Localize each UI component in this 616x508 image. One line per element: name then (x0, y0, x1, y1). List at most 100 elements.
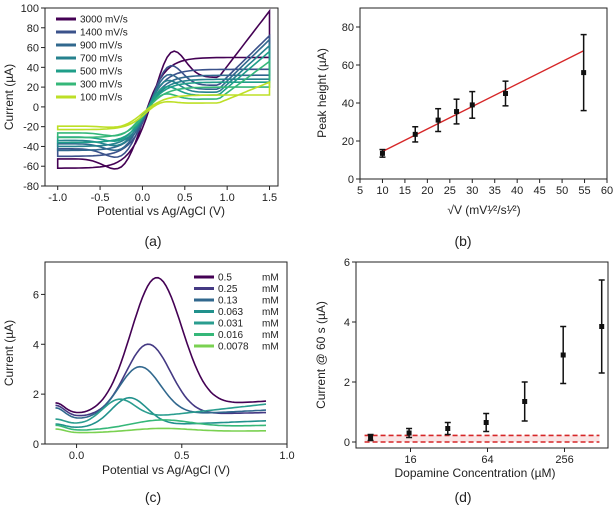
panel-d-plot-frame (355, 261, 609, 449)
panel-b-x-axis-label: √V (mV¹⁄²/s¹⁄²) (447, 203, 520, 217)
panel-c-dpv-curve (55, 365, 267, 419)
panel-c-legend-unit: mM (262, 330, 279, 341)
panel-b-x-tick-label: 40 (511, 185, 523, 197)
panel-a-legend-label: 100 mV/s (80, 93, 122, 104)
panel-a-y-tick-label: 80 (27, 23, 39, 35)
panel-b-x-tick-label: 45 (534, 185, 546, 197)
panel-a-plot-frame (44, 7, 279, 187)
panel-a-cyclic-voltammetry: -1.0 -0.5 0.0 0.5 1.0 1.5 -80 -60 -40 -20 0 20 40 60 8… (2, 3, 279, 249)
panel-c-dpv-curve (55, 398, 267, 424)
panel-b-y-tick-label: 60 (342, 60, 354, 72)
panel-a-y-tick-label: -60 (23, 161, 39, 173)
panel-a-y-axis-label: Current (µA) (2, 64, 16, 130)
panel-c-legend-label: 0.25 (218, 284, 238, 295)
panel-c-legend-label: 0.13 (218, 296, 238, 307)
panel-b-fit-line (382, 50, 584, 153)
panel-b-y-axis-label: Peak height (µA) (315, 48, 329, 138)
panel-b-y-tick-label: 20 (342, 136, 354, 148)
panel-b-plot-frame (359, 7, 608, 180)
panel-a-y-tick-label: 100 (21, 3, 39, 15)
panel-a-legend-label: 300 mV/s (80, 80, 122, 91)
panel-b-data-point (412, 131, 418, 137)
panel-c-x-tick-label: 1.0 (279, 450, 294, 462)
panel-c-legend-unit: mM (262, 319, 279, 330)
panel-c-label: (c) (145, 489, 161, 505)
panel-a-x-tick-label: -1.0 (48, 192, 67, 204)
panel-b-x-tick-label: 30 (466, 185, 478, 197)
panel-c-dpv-curve (55, 427, 266, 434)
panel-c-legend-label: 0.0078 (218, 342, 249, 353)
panel-d-data-point (483, 420, 489, 425)
panel-c-y-axis-label: Current (µA) (2, 320, 16, 386)
panel-c-x-tick-label: 0.5 (174, 450, 189, 462)
panel-a-legend-label: 1400 mV/s (80, 28, 128, 39)
panel-c-legend-unit: mM (262, 273, 279, 284)
panel-b-data-point (435, 117, 441, 123)
panel-d-data-point (560, 352, 566, 358)
panel-d-data-point (445, 426, 451, 431)
panel-c-legend-label: 0.016 (218, 330, 243, 341)
panel-c-legend-unit: mM (262, 307, 279, 318)
panel-c-y-tick-label: 6 (33, 289, 39, 301)
panel-a-x-tick-label: -0.5 (91, 192, 110, 204)
panel-b-marks (379, 33, 587, 158)
panel-b-x-tick-label: 20 (421, 185, 433, 197)
panel-b-data-point (503, 91, 509, 96)
panel-a-y-tick-label: 20 (27, 82, 39, 94)
panel-c-ticks: 0.0 0.5 1.0 0 2 4 6 (33, 289, 295, 462)
panel-d-label: (d) (454, 489, 471, 505)
panel-b-y-tick-label: 40 (342, 98, 354, 110)
panel-a-y-tick-label: 0 (33, 102, 39, 114)
panel-d-y-tick-label: 2 (344, 377, 350, 389)
panel-c-y-tick-label: 0 (33, 439, 39, 451)
panel-b-y-tick-label: 0 (348, 174, 354, 186)
panel-d-lod-band (364, 435, 600, 442)
panel-c-legend-unit: mM (262, 342, 279, 353)
panel-a-x-tick-label: 0.5 (177, 192, 192, 204)
panel-b-x-tick-label: 35 (489, 185, 501, 197)
panel-d-y-tick-label: 6 (344, 257, 350, 269)
panel-b-ticks: 5 10 15 20 25 30 35 40 45 50 55 60 0 20 40 60 80 (342, 22, 613, 197)
panel-a-x-axis-label: Potential vs Ag/AgCl (V) (97, 204, 225, 218)
panel-c-dpv-curve (55, 276, 267, 414)
panel-c-legend: 0.5 mM 0.25 mM 0.13 mM 0.063 mM 0.031 mM 0.016 mM 0.… (194, 273, 279, 353)
panel-c-curves (55, 276, 267, 434)
panel-d-ticks: 16 64 256 0 2 4 6 (344, 257, 574, 466)
panel-c-legend-unit: mM (262, 284, 279, 295)
panel-c-plot-frame (44, 261, 288, 445)
panel-a-label: (a) (144, 233, 161, 249)
panel-a-curves (56, 8, 271, 170)
panel-a-legend: 3000 mV/s 1400 mV/s 900 mV/s 700 mV/s 500 mV… (56, 15, 128, 104)
panel-b-x-tick-label: 60 (601, 185, 613, 197)
panel-b-x-tick-label: 25 (444, 185, 456, 197)
panel-d-y-tick-label: 0 (344, 437, 350, 449)
panel-d-data-point (368, 435, 374, 440)
panel-a-legend-label: 700 mV/s (80, 54, 122, 65)
panel-b-data-point (379, 150, 385, 156)
panel-d-data-point (406, 430, 412, 436)
panel-c-y-tick-label: 2 (33, 389, 39, 401)
panel-a-x-tick-label: 1.5 (262, 192, 277, 204)
panel-a-cv-curve (56, 81, 271, 131)
panel-a-legend-label: 500 mV/s (80, 67, 122, 78)
panel-a-ticks: -1.0 -0.5 0.0 0.5 1.0 1.5 -80 -60 -40 -20 0 20 40 60 8… (21, 3, 278, 204)
panel-c-legend-unit: mM (262, 296, 279, 307)
panel-b-x-tick-label: 50 (556, 185, 568, 197)
panel-b-label: (b) (454, 233, 471, 249)
panel-c-x-tick-label: 0.0 (69, 450, 84, 462)
panel-b-data-point (454, 109, 460, 115)
panel-b-x-tick-label: 15 (399, 185, 411, 197)
panel-d-data-point (599, 324, 605, 329)
panel-d-x-axis-label: Dopamine Concentration (µM) (395, 466, 556, 480)
panel-c-legend-label: 0.031 (218, 319, 243, 330)
panel-d-data-point (522, 399, 528, 404)
panel-c-x-axis-label: Potential vs Ag/AgCl (V) (102, 463, 230, 477)
panel-d-x-tick-label: 64 (481, 454, 493, 466)
panel-b-x-tick-label: 5 (357, 185, 363, 197)
panel-d-x-tick-label: 16 (404, 454, 416, 466)
panel-d-marks (364, 279, 605, 443)
panel-b-peak-height: 5 10 15 20 25 30 35 40 45 50 55 60 0 20 40 60 80 √V (mV¹… (315, 7, 613, 249)
